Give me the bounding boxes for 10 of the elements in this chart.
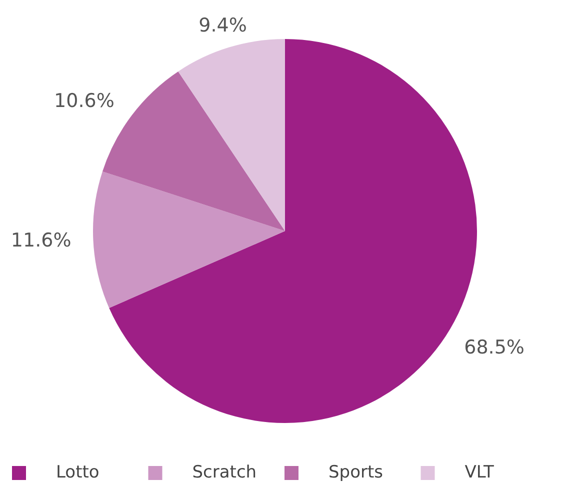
legend-label: Scratch <box>192 462 257 483</box>
legend-label: VLT <box>464 462 495 483</box>
pie-slice <box>93 171 285 308</box>
data-label: 68.5% <box>464 336 524 358</box>
data-label: 10.6% <box>54 90 114 112</box>
data-label: 11.6% <box>10 230 72 252</box>
legend-label: Lotto <box>56 462 100 483</box>
legend-label: Sports <box>328 462 384 483</box>
pie-slice <box>178 39 285 231</box>
data-label: 9.4% <box>198 14 247 36</box>
